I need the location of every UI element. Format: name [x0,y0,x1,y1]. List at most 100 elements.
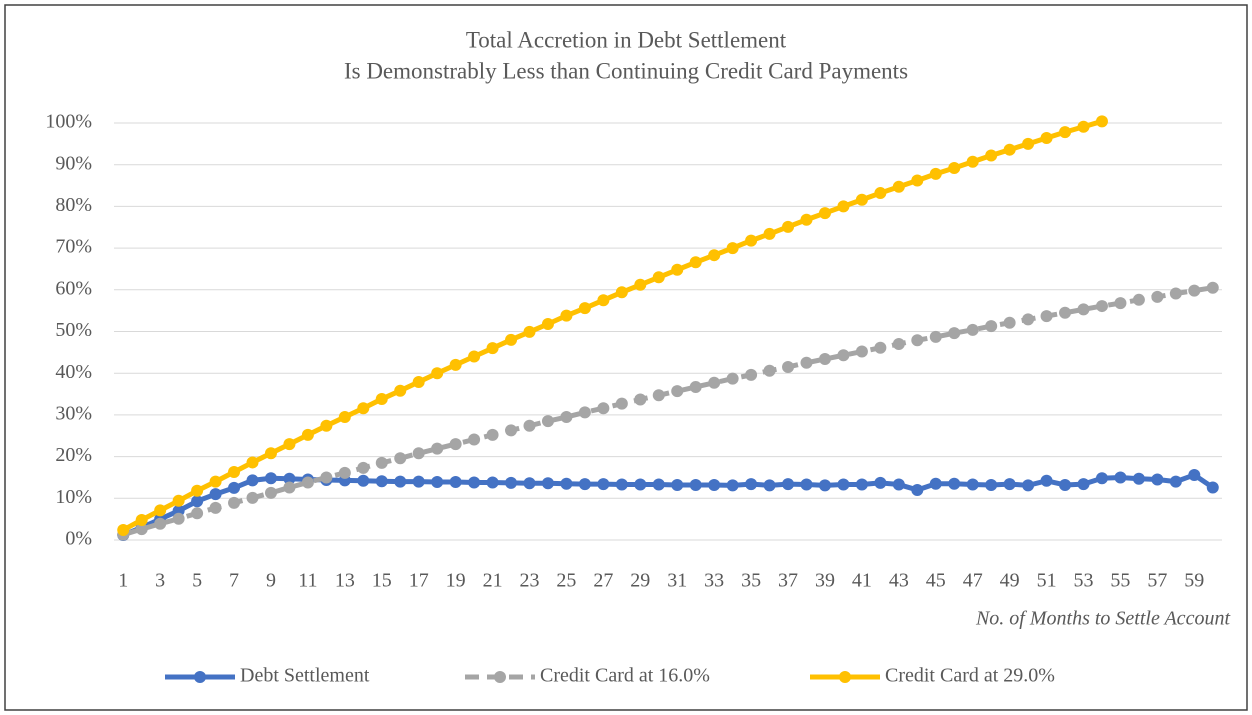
data-point [431,476,444,489]
data-point [412,375,425,388]
data-point [301,428,314,441]
data-point [338,466,351,479]
data-point [1040,474,1053,487]
data-point [985,320,998,333]
x-tick-label: 15 [372,570,392,592]
data-point [228,466,241,479]
data-point [652,271,665,284]
data-point [985,478,998,491]
data-point [689,478,702,491]
data-point [505,424,518,437]
data-point [763,364,776,377]
data-point [1095,115,1108,128]
x-tick-label: 45 [926,570,946,592]
data-point [172,512,185,525]
data-point [449,358,462,371]
x-tick-label: 57 [1147,570,1167,592]
data-point [246,456,259,469]
x-tick-label: 51 [1037,570,1057,592]
data-point [634,478,647,491]
y-tick-label: 80% [55,194,92,216]
data-point [652,478,665,491]
data-point [394,475,407,488]
data-point [209,501,222,514]
data-point [929,167,942,180]
data-point [1059,126,1072,139]
data-point [652,389,665,402]
x-tick-label: 17 [409,570,429,592]
data-point [505,476,518,489]
data-point [338,410,351,423]
data-point [855,193,868,206]
y-tick-label: 20% [55,444,92,466]
x-tick-label: 39 [815,570,835,592]
data-point [431,367,444,380]
data-point [634,278,647,291]
data-point [412,475,425,488]
y-tick-label: 90% [55,152,92,174]
data-point [486,476,499,489]
data-point [1151,473,1164,486]
data-point [1022,137,1035,150]
data-point [541,317,554,330]
data-point [283,481,296,494]
x-tick-label: 37 [778,570,798,592]
data-point [911,334,924,347]
plot-area [117,115,1219,541]
data-point [1114,297,1127,310]
x-tick-label: 47 [963,570,983,592]
x-tick-label: 53 [1074,570,1094,592]
data-point [1169,475,1182,488]
x-tick-label: 3 [155,570,165,592]
data-point [966,155,979,168]
data-point [892,180,905,193]
x-tick-label: 5 [192,570,202,592]
legend-label: Debt Settlement [240,665,370,687]
data-point [357,474,370,487]
data-point [135,513,148,526]
data-point [763,227,776,240]
x-tick-label: 1 [118,570,128,592]
y-tick-label: 50% [55,319,92,341]
data-point [468,476,481,489]
data-point [209,475,222,488]
data-point [1206,481,1219,494]
data-point [1022,479,1035,492]
data-point [264,472,277,485]
data-point [172,494,185,507]
data-point [800,356,813,369]
data-point [948,162,961,175]
data-point [1132,293,1145,306]
data-point [449,476,462,489]
chart-title: Total Accretion in Debt Settlement [466,27,787,52]
data-point [1114,471,1127,484]
data-point [782,220,795,233]
data-point [1022,313,1035,326]
data-point [782,360,795,373]
data-point [948,477,961,490]
data-point [800,478,813,491]
grid [114,122,1222,541]
data-point [301,476,314,489]
data-point [911,174,924,187]
data-point [468,350,481,363]
data-point [412,447,425,460]
x-tick-label: 55 [1110,570,1130,592]
x-tick-label: 11 [298,570,317,592]
data-point [523,325,536,338]
data-point [708,249,721,262]
data-point [615,478,628,491]
data-point [689,380,702,393]
x-axis-title: No. of Months to Settle Account [975,608,1230,630]
chart-border [4,4,1248,711]
data-point [892,478,905,491]
data-point [745,234,758,247]
data-point [541,477,554,490]
x-tick-label: 21 [483,570,503,592]
x-tick-label: 31 [667,570,687,592]
data-point [375,393,388,406]
legend-marker [194,671,206,683]
x-tick-label: 27 [593,570,613,592]
data-point [578,406,591,419]
data-point [264,486,277,499]
